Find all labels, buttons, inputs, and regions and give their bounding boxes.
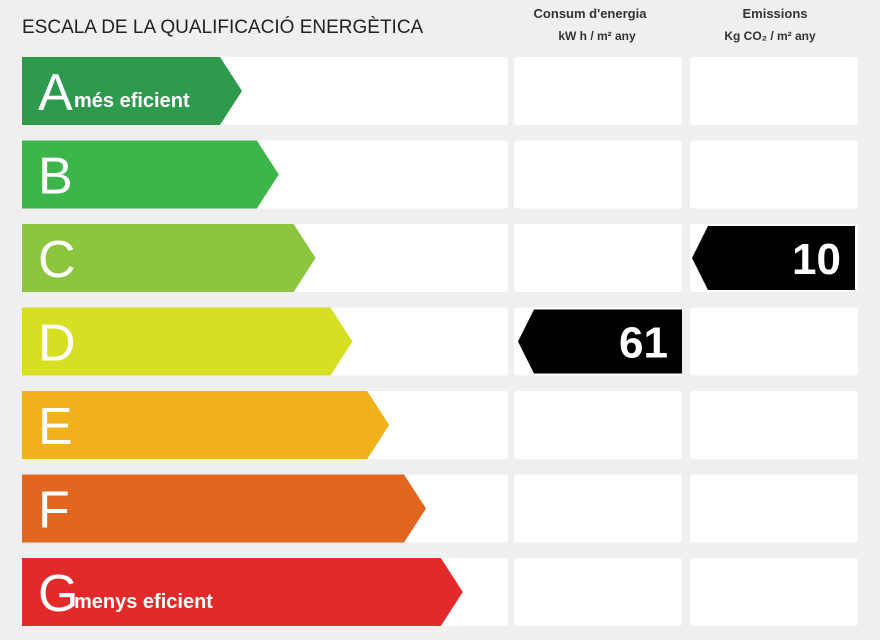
cell [514,391,682,459]
column-title: Consum d'energia [534,6,648,21]
cell [690,558,858,626]
cell [514,474,682,543]
class-letter: F [38,482,70,540]
rating-value: 61 [619,319,668,368]
class-letter: B [38,148,73,206]
class-arrow [22,224,316,292]
class-label: menys eficient [74,591,213,613]
title: ESCALA DE LA QUALIFICACIÓ ENERGÈTICA [22,16,424,38]
column-unit: kW h / m² any [558,29,636,43]
cell [690,307,858,376]
cell [514,224,682,292]
rating-arrow [518,309,682,374]
cell [690,57,858,125]
cell [514,57,682,125]
class-letter: A [38,64,73,122]
class-letter: C [38,231,76,289]
class-label: més eficient [74,90,190,112]
rating-value: 10 [792,235,841,284]
class-letter: E [38,398,73,456]
class-letter: G [38,565,78,623]
class-arrow [22,307,353,376]
column-unit: Kg CO₂ / m² any [724,29,816,43]
cell [690,140,858,209]
class-arrow [22,57,242,125]
cell [514,558,682,626]
class-arrow [22,558,463,626]
class-arrow [22,391,390,459]
rating-arrow [692,226,855,290]
class-letter: D [38,315,76,373]
class-arrow [22,140,279,209]
cell [690,391,858,459]
cell [514,140,682,209]
class-arrow [22,474,426,543]
cell [690,474,858,543]
column-title: Emissions [742,6,807,21]
